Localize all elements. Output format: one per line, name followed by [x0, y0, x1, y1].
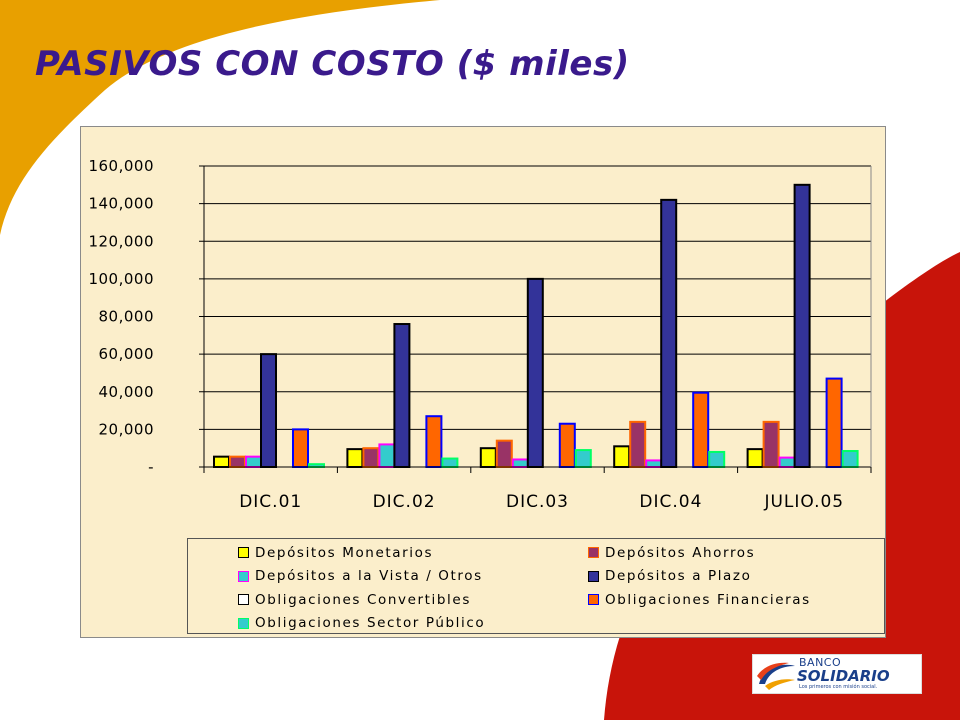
- legend-label: Obligaciones Convertibles: [255, 591, 471, 608]
- x-tick-label: DIC.01: [239, 492, 302, 512]
- legend-swatch: [238, 547, 249, 559]
- bar: [558, 422, 576, 469]
- bar: [825, 377, 843, 468]
- bar: [841, 450, 859, 468]
- bar: [393, 323, 411, 468]
- logo-swoosh-icon: [757, 662, 795, 690]
- legend-label: Depósitos a Plazo: [605, 568, 752, 585]
- bar: [229, 455, 246, 469]
- bar: [692, 391, 710, 468]
- bar: [378, 443, 396, 468]
- bar: [362, 447, 380, 468]
- bar: [645, 459, 663, 468]
- y-tick-label: 60,000: [99, 345, 155, 363]
- axes: [203, 166, 872, 468]
- y-tick-label: 40,000: [99, 383, 155, 401]
- x-tick-label: JULIO.05: [763, 492, 844, 512]
- legend-label: Depósitos Ahorros: [605, 544, 756, 561]
- bar: [762, 420, 780, 469]
- legend-label: Depósitos a la Vista / Otros: [255, 568, 483, 585]
- y-tick-label: 80,000: [99, 308, 155, 326]
- bar: [660, 198, 678, 469]
- legend-label: Obligaciones Sector Público: [255, 615, 486, 632]
- legend-item: Obligaciones Sector Público: [238, 612, 588, 636]
- y-tick-label: 140,000: [88, 195, 154, 213]
- legend-item: Depósitos Ahorros: [588, 541, 928, 565]
- bar: [708, 450, 726, 469]
- bar: [793, 183, 811, 468]
- legend-swatch: [238, 617, 249, 629]
- legend-item: Obligaciones Convertibles: [238, 588, 588, 612]
- bar: [425, 415, 443, 468]
- bar-chart: - 20,000 40,000 60,000 80,000 100,000 120,000 1…: [88, 157, 872, 512]
- chart-legend: Depósitos Monetarios Depósitos Ahorros Dep…: [187, 538, 885, 634]
- legend-item: Depósitos Monetarios: [238, 541, 588, 565]
- bar: [479, 447, 497, 468]
- x-tick-label: DIC.02: [373, 492, 436, 512]
- logo-tagline: Los primeros con misión social.: [799, 684, 878, 690]
- banco-solidario-logo: BANCO SOLIDARIO Los primeros con misión …: [752, 654, 922, 694]
- x-tick-label: DIC.04: [639, 492, 702, 512]
- bar: [613, 445, 631, 468]
- legend-swatch: [588, 594, 599, 606]
- bar: [292, 428, 309, 468]
- bar: [746, 448, 764, 468]
- legend-label: Obligaciones Financieras: [605, 591, 811, 608]
- bar: [245, 455, 262, 469]
- legend-item: Depósitos a la Vista / Otros: [238, 565, 588, 589]
- legend-swatch: [588, 570, 599, 582]
- legend-swatch: [588, 547, 599, 559]
- x-axis-ticks: DIC.01 DIC.02 DIC.03 DIC.04 JULIO.05: [203, 467, 872, 512]
- x-tick-label: DIC.03: [506, 492, 569, 512]
- chart-area: - 20,000 40,000 60,000 80,000 100,000 120,000 1…: [80, 126, 886, 638]
- bar: [526, 277, 544, 468]
- bars: [213, 183, 859, 469]
- logo-text-banco: BANCO: [799, 656, 842, 669]
- bar: [495, 439, 513, 469]
- bar: [213, 455, 230, 469]
- bar: [441, 457, 459, 468]
- legend-item: Obligaciones Financieras: [588, 588, 928, 612]
- bar: [511, 458, 529, 469]
- bar: [778, 456, 796, 468]
- y-tick-label: 100,000: [88, 270, 154, 288]
- y-tick-label: 160,000: [88, 157, 154, 175]
- legend-item: Depósitos a Plazo: [588, 565, 928, 589]
- background-orange-arc: [0, 0, 440, 235]
- bar: [574, 449, 592, 469]
- slide-title: PASIVOS CON COSTO ($ miles): [35, 44, 630, 84]
- bar: [260, 353, 277, 468]
- bar: [346, 448, 364, 468]
- logo-text-solidario: SOLIDARIO: [797, 667, 890, 685]
- y-tick-label: -: [148, 458, 154, 476]
- legend-label: Depósitos Monetarios: [255, 544, 434, 561]
- legend-swatch: [238, 570, 249, 582]
- y-axis-ticks: - 20,000 40,000 60,000 80,000 100,000 120,000 1…: [88, 157, 204, 476]
- y-tick-label: 120,000: [88, 232, 154, 250]
- bar: [629, 420, 647, 469]
- y-tick-label: 20,000: [99, 420, 155, 438]
- legend-swatch: [238, 594, 249, 606]
